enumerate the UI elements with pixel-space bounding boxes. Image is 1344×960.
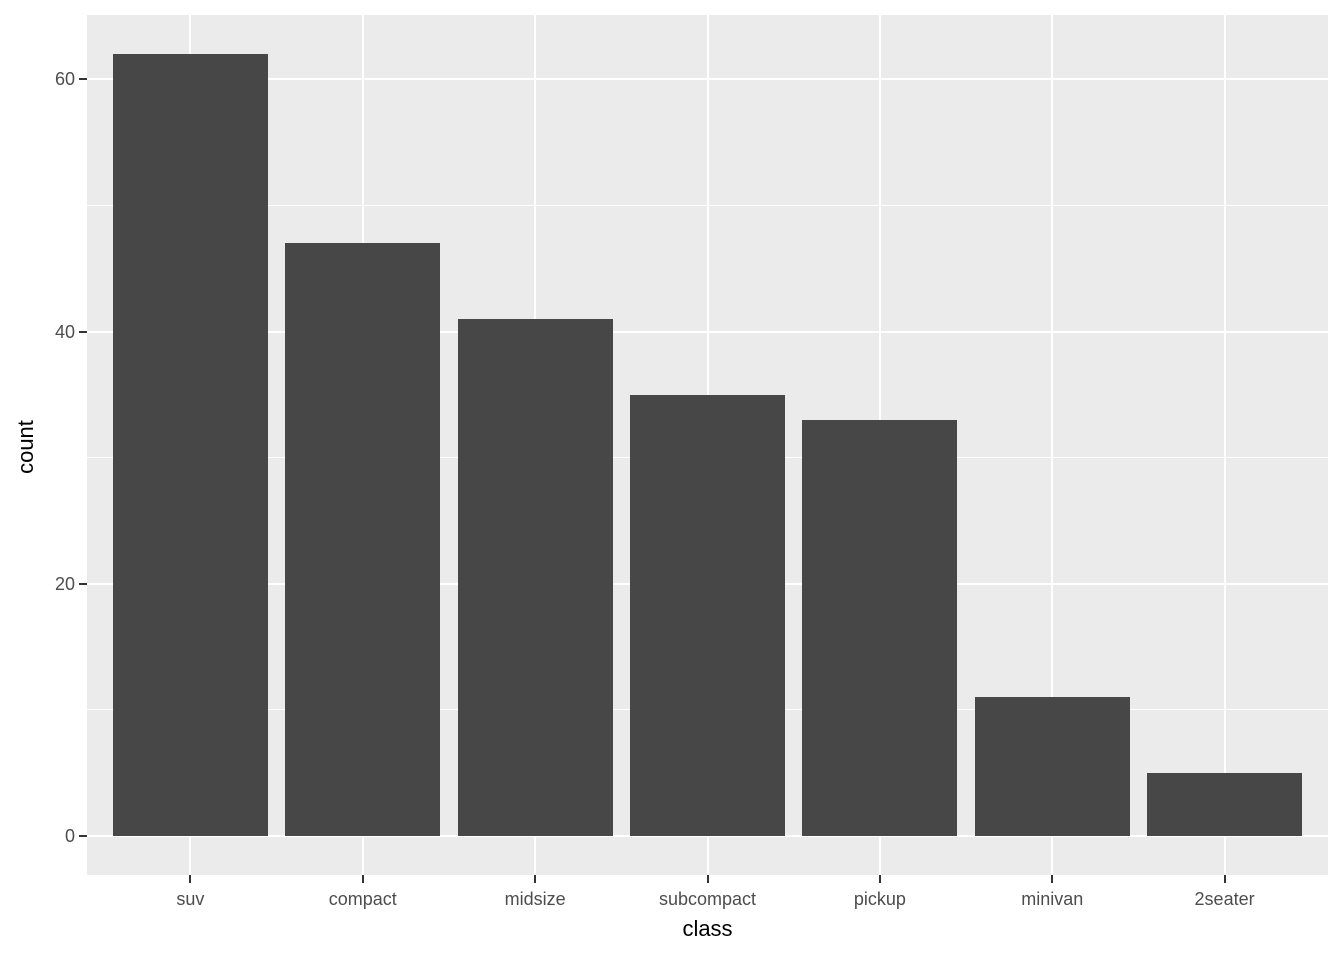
x-tick-mark-minivan (1051, 875, 1054, 883)
x-tick-label-suv: suv (176, 889, 205, 909)
x-tick-mark-2seater (1223, 875, 1226, 883)
bar-2seater (1147, 772, 1303, 836)
x-tick-mark-compact (361, 875, 364, 883)
bar-suv (112, 54, 268, 836)
x-tick-mark-subcompact (706, 875, 709, 883)
y-tick-mark-20 (79, 582, 87, 585)
y-tick-mark-60 (79, 78, 87, 81)
x-tick-label-subcompact: subcompact (658, 889, 757, 909)
bar-minivan (974, 697, 1130, 836)
bar-compact (285, 243, 441, 836)
bar-subcompact (629, 394, 786, 836)
y-tick-label-0: 0 (64, 825, 75, 846)
x-axis-title: class (682, 916, 733, 941)
bar-pickup (802, 419, 958, 836)
x-tick-label-2seater: 2seater (1194, 889, 1255, 909)
x-tick-mark-pickup (878, 875, 881, 883)
y-tick-label-40: 40 (54, 321, 75, 342)
y-tick-mark-40 (79, 330, 87, 333)
gridline-major-x-minivan (1051, 15, 1054, 875)
y-axis-title: count (13, 420, 38, 474)
bar-midsize (457, 318, 613, 836)
gridline-major-x-2seater (1223, 15, 1226, 875)
x-tick-label-minivan: minivan (1021, 889, 1084, 909)
x-tick-mark-midsize (534, 875, 537, 883)
y-tick-mark-0 (79, 834, 87, 837)
x-tick-label-pickup: pickup (853, 889, 906, 909)
x-tick-mark-suv (189, 875, 192, 883)
plot-panel (87, 15, 1328, 875)
y-tick-label-20: 20 (54, 573, 75, 594)
x-tick-label-compact: compact (328, 889, 397, 909)
y-tick-label-60: 60 (54, 69, 75, 90)
x-tick-label-midsize: midsize (504, 889, 566, 909)
